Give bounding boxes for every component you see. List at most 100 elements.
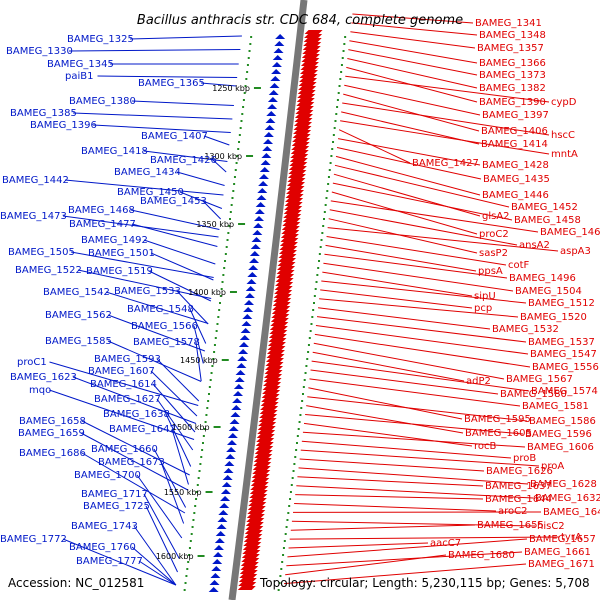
gene-label: BAMEG_1627	[94, 394, 161, 405]
gc-dot	[297, 428, 300, 430]
gene-label: BAMEG_1772	[0, 534, 67, 545]
right-leader-line	[314, 333, 531, 368]
left-leader-line	[143, 239, 216, 265]
gc-dot	[291, 477, 294, 479]
forward-gene-mark	[272, 306, 291, 310]
reverse-gene-mark	[223, 468, 234, 473]
gc-dot	[202, 435, 205, 437]
reverse-gene-mark	[250, 244, 261, 249]
right-leader-line	[330, 200, 539, 233]
reverse-gene-mark	[238, 349, 249, 354]
forward-gene-mark	[266, 354, 285, 358]
forward-gene-mark	[250, 486, 269, 490]
gc-dot	[314, 288, 317, 290]
gene-label: cypD	[551, 97, 577, 108]
reverse-gene-mark	[258, 181, 269, 186]
gc-dot	[240, 120, 243, 122]
reverse-gene-mark	[214, 538, 225, 543]
gene-label: BAMEG_1418	[81, 146, 148, 157]
gc-dot	[215, 330, 218, 332]
gc-dot	[195, 498, 198, 500]
gene-label: BAMEG_1365	[138, 78, 205, 89]
reverse-gene-mark	[261, 153, 272, 158]
gene-label: BAMEG_1607	[88, 366, 155, 377]
gc-dot	[332, 134, 335, 136]
gc-dot	[214, 337, 217, 339]
reverse-gene-mark	[270, 76, 281, 81]
gc-dot	[218, 309, 221, 311]
reverse-gene-mark	[267, 104, 278, 109]
forward-gene-mark	[296, 102, 315, 106]
forward-gene-mark	[252, 470, 271, 474]
forward-gene-mark	[238, 582, 257, 586]
left-leader-line	[70, 251, 214, 278]
gc-dot	[235, 162, 238, 164]
forward-gene-mark	[257, 426, 276, 430]
gc-dot	[277, 589, 280, 591]
gene-label: mqo	[29, 385, 51, 396]
right-leader-line	[328, 218, 478, 254]
forward-gene-mark	[295, 110, 314, 114]
gc-dot	[325, 197, 328, 199]
left-leader-line	[129, 35, 242, 40]
gene-label: BAMEG_1566	[131, 321, 198, 332]
left-leader-line	[131, 223, 218, 247]
left-leader-line	[72, 112, 233, 120]
left-leader-line	[133, 525, 177, 586]
gene-label: BAMEG_1586	[529, 416, 596, 427]
gene-label: BAMEG_1450	[117, 187, 184, 198]
gc-dot	[183, 589, 186, 591]
right-leader-line	[295, 494, 484, 500]
gc-dot	[237, 148, 240, 150]
forward-gene-mark	[304, 30, 323, 34]
gene-label: BAMEG_1348	[479, 30, 546, 41]
forward-gene-mark	[282, 218, 301, 222]
gc-dot	[340, 64, 343, 66]
gene-label: tyrA	[561, 532, 582, 543]
gc-dot	[301, 400, 304, 402]
gc-dot	[320, 239, 323, 241]
reverse-gene-mark	[241, 321, 252, 326]
left-leader-line	[193, 325, 204, 364]
forward-gene-mark	[301, 58, 320, 62]
forward-gene-mark	[243, 538, 262, 542]
reverse-gene-mark	[254, 216, 265, 221]
gene-label: BAMEG_1542	[43, 287, 110, 298]
gene-label: BAMEG_1632	[535, 493, 600, 504]
gc-dot	[342, 50, 345, 52]
gc-dot	[238, 134, 241, 136]
gene-label: BAMEG_1777	[76, 556, 143, 567]
gc-dot	[306, 358, 309, 360]
gene-label: BAMEG_1567	[506, 374, 573, 385]
left-leader-line	[81, 452, 186, 514]
forward-gene-mark	[288, 170, 307, 174]
reverse-gene-mark	[243, 307, 254, 312]
gene-label: BAMEG_1547	[530, 349, 597, 360]
gc-dot	[301, 393, 304, 395]
gc-dot	[233, 183, 236, 185]
forward-gene-mark	[260, 402, 279, 406]
forward-gene-mark	[256, 434, 275, 438]
right-leader-line	[344, 84, 481, 116]
forward-gene-mark	[244, 530, 263, 534]
forward-gene-mark	[241, 558, 260, 562]
gene-label: BAMEG_1595	[464, 414, 531, 425]
forward-gene-mark	[273, 298, 292, 302]
gc-dot	[329, 162, 332, 164]
gc-dot	[228, 225, 231, 227]
gene-label: BAMEG_1366	[479, 58, 546, 69]
forward-gene-mark	[294, 118, 313, 122]
left-leader-line	[165, 413, 192, 467]
gene-label: BAMEG_1614	[90, 379, 157, 390]
left-leader-line	[136, 474, 183, 539]
forward-gene-mark	[282, 222, 301, 226]
gc-dot	[290, 484, 293, 486]
gc-dot	[308, 337, 311, 339]
forward-gene-mark	[253, 458, 272, 462]
gene-label: BAMEG_1357	[477, 43, 544, 54]
gene-label: proC2	[479, 229, 509, 240]
forward-gene-mark	[295, 106, 314, 110]
right-leader-line	[286, 551, 523, 567]
forward-gene-mark	[297, 94, 316, 98]
